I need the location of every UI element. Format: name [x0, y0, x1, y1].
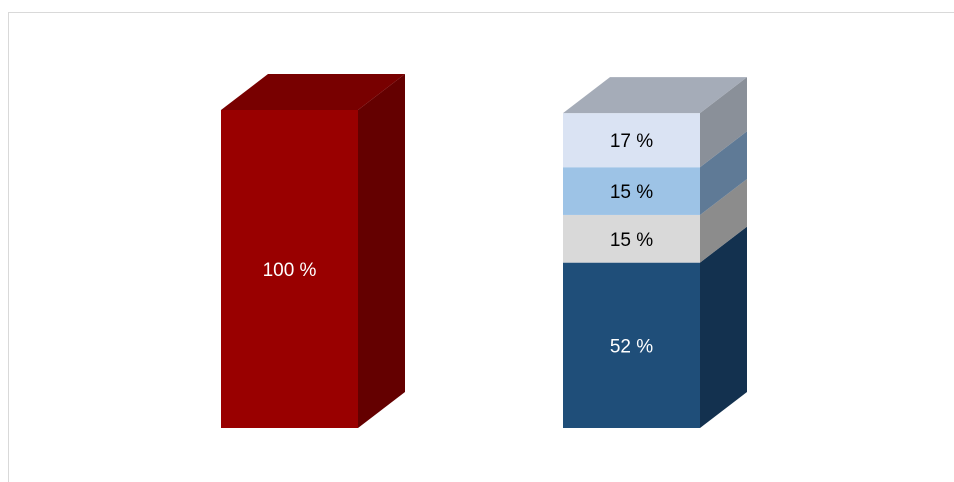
data-label-c1-s0: 52 %	[610, 336, 653, 357]
bar-side-c1-s0	[700, 226, 747, 428]
data-label-c1-s3: 17 %	[610, 131, 653, 152]
data-label-c1-s1: 15 %	[610, 230, 653, 251]
bar-side-c1-s2	[700, 131, 747, 215]
bar-front-c1-s1	[563, 214, 700, 263]
bar-front-c1-s3	[563, 113, 700, 168]
bar-front-c1-s0	[563, 262, 700, 428]
bar-side-c0-s0	[358, 74, 405, 428]
bar-front-c1-s2	[563, 167, 700, 215]
data-label-c1-s2: 15 %	[610, 182, 653, 203]
bar-side-c1-s1	[700, 178, 747, 263]
data-label-c0-s0: 100 %	[263, 260, 317, 281]
bar-top-c1	[563, 77, 747, 114]
bar-side-c1-s3	[700, 77, 747, 168]
bar-top-c0	[221, 74, 405, 110]
chart-frame	[8, 12, 954, 482]
bar-front-c0-s0	[221, 110, 358, 428]
